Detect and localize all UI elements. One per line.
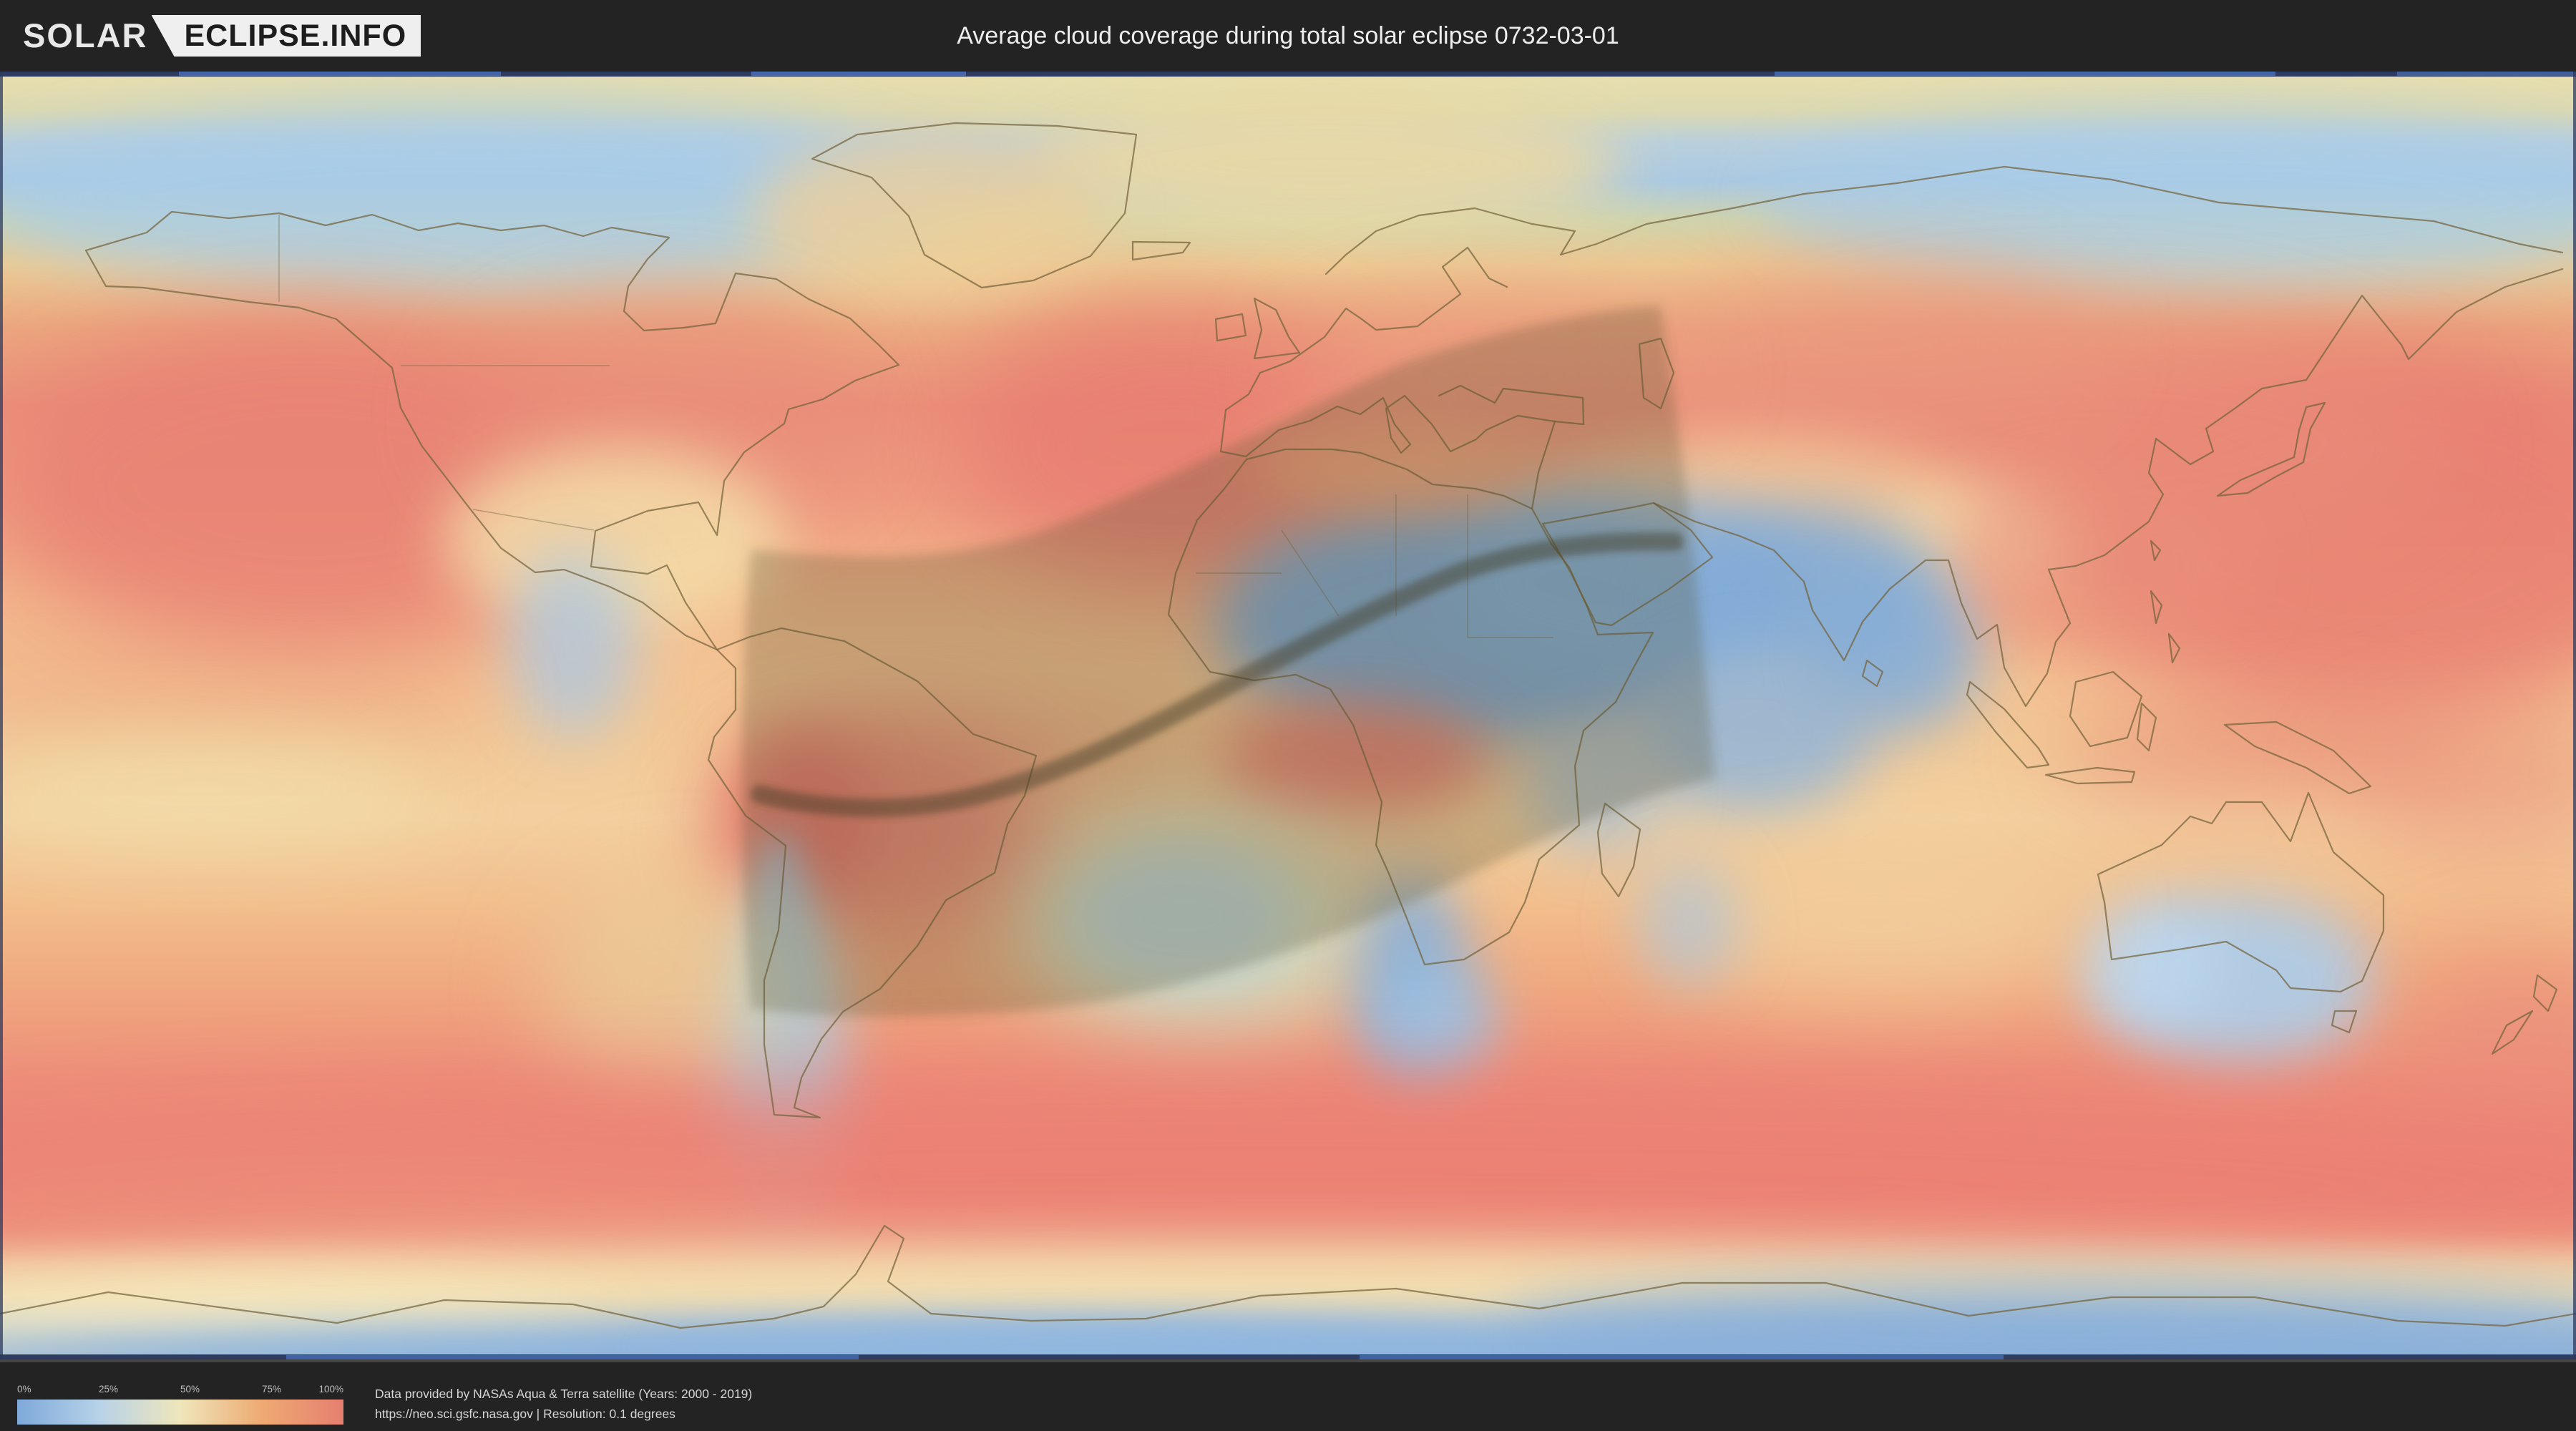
coast-south-asia-east-asia bbox=[1652, 268, 2564, 708]
coast-sumatra bbox=[1966, 680, 2050, 769]
coast-caspian-sea bbox=[1638, 337, 1675, 410]
logo-text-solar: SOLAR bbox=[23, 16, 148, 54]
coast-australia bbox=[2097, 791, 2385, 993]
data-credit-line: Data provided by NASAs Aqua & Terra sate… bbox=[375, 1387, 753, 1401]
cloud-coverage-legend: 0% 25% 50% 75% 100% bbox=[17, 1384, 343, 1425]
data-credits: Data provided by NASAs Aqua & Terra sate… bbox=[375, 1384, 752, 1424]
coast-new-zealand bbox=[2491, 974, 2558, 1055]
source-url-line: https://neo.sci.gsfc.nasa.gov | Resoluti… bbox=[375, 1407, 675, 1421]
coast-java bbox=[2044, 766, 2136, 785]
map-frame bbox=[0, 72, 2576, 1359]
coast-madagascar bbox=[1596, 802, 1641, 898]
coast-iceland bbox=[1131, 240, 1191, 261]
legend-gradient-bar bbox=[17, 1400, 343, 1425]
heatmap-base-gradient bbox=[0, 72, 2576, 1359]
coast-europe-atlantic bbox=[1224, 246, 1508, 411]
world-heatmap-svg bbox=[0, 72, 2576, 1359]
app-header: SOLAR ECLIPSE.INFO Average cloud coverag… bbox=[0, 0, 2576, 72]
coast-arabia bbox=[1541, 502, 1714, 627]
coast-antarctica bbox=[0, 1224, 2576, 1329]
site-logo[interactable]: SOLAR ECLIPSE.INFO bbox=[23, 0, 421, 72]
coast-greenland bbox=[811, 122, 1138, 289]
coastlines bbox=[0, 122, 2576, 1329]
coast-south-america bbox=[707, 627, 1038, 1119]
eclipse-central-path bbox=[751, 532, 1684, 818]
page-title: Average cloud coverage during total sola… bbox=[957, 22, 1619, 49]
coast-ireland bbox=[1214, 313, 1247, 342]
legend-tick-100: 100% bbox=[318, 1384, 343, 1395]
heatmap-region-blobs bbox=[0, 93, 2576, 1359]
coast-africa bbox=[1167, 448, 1654, 966]
legend-tick-50: 50% bbox=[180, 1384, 200, 1395]
coast-sri-lanka bbox=[1861, 659, 1884, 688]
country-borders bbox=[278, 215, 1553, 638]
eclipse-visibility-band bbox=[741, 306, 1715, 1017]
coast-new-guinea bbox=[2223, 721, 2372, 795]
app-footer: 0% 25% 50% 75% 100% Data provided by NAS… bbox=[0, 1359, 2576, 1431]
coast-scandinavia-arctic-russia bbox=[1324, 165, 2564, 275]
coast-japan bbox=[2216, 401, 2326, 497]
cloud-coverage-world-map[interactable] bbox=[0, 72, 2576, 1359]
coast-levant bbox=[1531, 420, 1556, 510]
coast-north-america bbox=[84, 210, 900, 651]
legend-tick-0: 0% bbox=[17, 1384, 31, 1395]
coast-tasmania bbox=[2331, 1010, 2358, 1034]
coast-philippines bbox=[2150, 590, 2181, 664]
logo-plate-eclipse-info: ECLIPSE.INFO bbox=[151, 15, 421, 57]
legend-tick-75: 75% bbox=[262, 1384, 282, 1395]
coast-britain bbox=[1253, 297, 1301, 360]
coast-taiwan bbox=[2150, 539, 2162, 562]
legend-tick-labels: 0% 25% 50% 75% 100% bbox=[17, 1384, 343, 1397]
legend-tick-25: 25% bbox=[99, 1384, 119, 1395]
coast-europe-mediterranean bbox=[1219, 384, 1585, 458]
coast-borneo bbox=[2069, 670, 2143, 748]
coast-sulawesi bbox=[2136, 702, 2157, 752]
